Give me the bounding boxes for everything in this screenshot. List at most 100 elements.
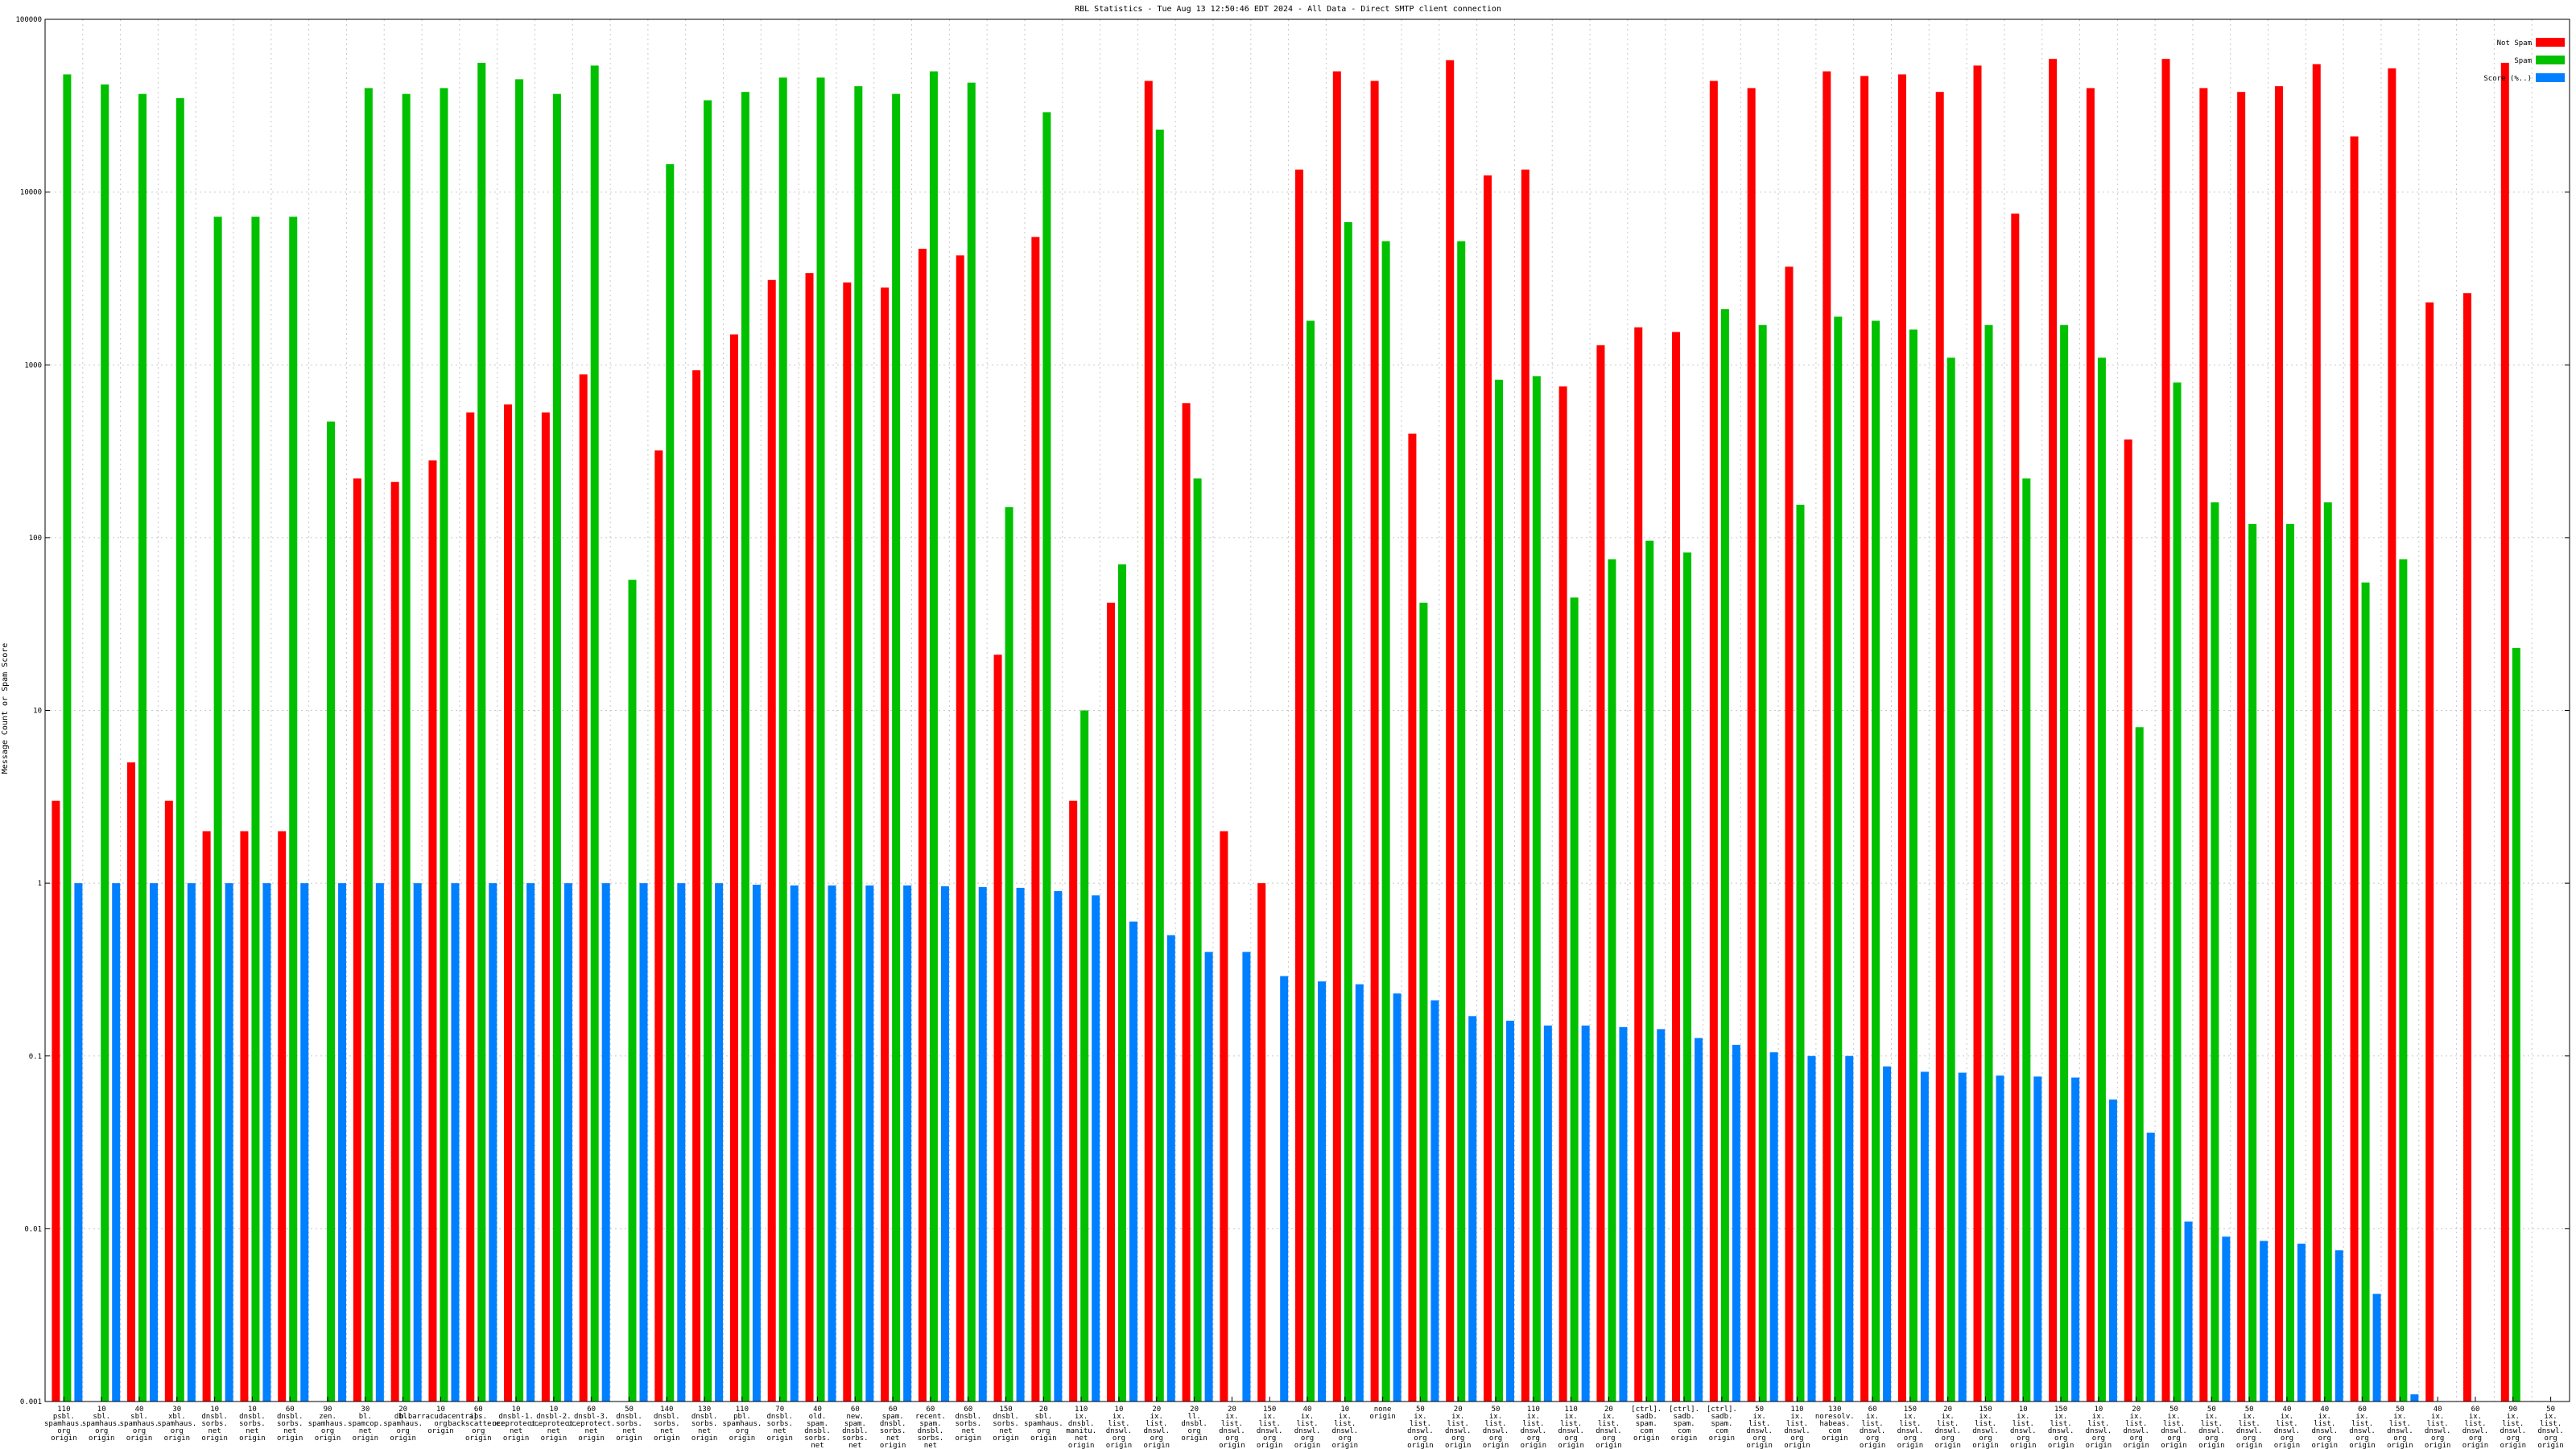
bar-not-spam: [2049, 59, 2058, 1402]
x-tick-label: 20 ix. list. dnswl. org origin: [1144, 1406, 1170, 1449]
legend-label: Not Spam: [2497, 39, 2532, 47]
bar-score: [2184, 1221, 2193, 1402]
bar-score: [2260, 1241, 2268, 1402]
bar-spam: [590, 65, 599, 1402]
bar-score: [1204, 952, 1213, 1402]
bar-score: [526, 883, 535, 1402]
bar-spam: [2022, 478, 2031, 1402]
bar-not-spam: [2350, 136, 2359, 1402]
bar-spam: [741, 92, 749, 1402]
x-tick-label: 40 ix. list. dnswl. org origin: [2274, 1406, 2301, 1449]
x-tick-label: 60 dnsbl. sorbs. net origin: [277, 1406, 303, 1443]
bar-score: [1468, 1016, 1477, 1402]
bar-spam: [704, 100, 712, 1402]
bar-not-spam: [2500, 63, 2509, 1402]
x-tick-label: [ctrl]. sadb. spam. com origin: [1631, 1406, 1662, 1443]
y-tick-label: 1: [38, 880, 42, 888]
x-tick-label: 150 ix. list. dnswl. org origin: [2048, 1406, 2074, 1449]
bar-spam: [1720, 309, 1729, 1402]
x-tick-label: 20 ll. dnsbl. org origin: [1181, 1406, 1208, 1443]
bar-score: [1883, 1066, 1892, 1402]
x-tick-label: 50 ix. list. dnswl. org origin: [2236, 1406, 2263, 1449]
x-tick-label: 110 pbl. spamhaus. org origin: [723, 1406, 762, 1443]
bar-score: [413, 883, 422, 1402]
bar-not-spam: [390, 481, 399, 1402]
bar-not-spam: [353, 478, 361, 1402]
bar-not-spam: [1634, 327, 1643, 1402]
bar-score: [790, 885, 799, 1402]
x-tick-label: 150 dnsbl. sorbs. net origin: [993, 1406, 1019, 1443]
bar-score: [74, 883, 83, 1402]
bar-score: [677, 883, 686, 1402]
x-tick-label: 110 ix. dnsbl. manitu. net origin: [1066, 1406, 1096, 1449]
bar-not-spam: [1031, 237, 1040, 1402]
bar-spam: [2097, 357, 2106, 1402]
chart-title: RBL Statistics - Tue Aug 13 12:50:46 EDT…: [1075, 5, 1501, 14]
x-tick-label: 10 ix. list. dnswl. org origin: [2010, 1406, 2037, 1449]
bar-score: [601, 883, 610, 1402]
x-tick-label: 130 noresolv. habeas. com origin: [1815, 1406, 1855, 1443]
x-tick-label: 20 dbl. spamhaus. org origin: [383, 1406, 423, 1443]
y-tick-label: 1000: [24, 361, 42, 369]
x-tick-label: 60 ips. backscatterer. org origin: [448, 1406, 509, 1443]
y-tick-label: 0.01: [24, 1225, 42, 1233]
bar-spam: [1495, 379, 1504, 1402]
x-tick-label: 140 dnsbl. sorbs. net origin: [654, 1406, 680, 1443]
x-tick-label: 20 ix. list. dnswl. org origin: [2123, 1406, 2149, 1449]
bar-not-spam: [2462, 293, 2471, 1402]
x-tick-label: 40 ix. list. dnswl. org origin: [2425, 1406, 2451, 1449]
bar-not-spam: [2312, 64, 2321, 1402]
bar-score: [2410, 1394, 2419, 1402]
bar-spam: [402, 93, 411, 1402]
bar-score: [1092, 895, 1100, 1402]
bar-score: [262, 883, 271, 1402]
x-tick-label: 70 dnsbl. sorbs. net origin: [766, 1406, 793, 1443]
bar-not-spam: [729, 334, 738, 1402]
y-tick-label: 10: [33, 708, 42, 716]
y-tick-label: 100: [29, 535, 42, 543]
bar-not-spam: [2388, 68, 2396, 1402]
bar-not-spam: [692, 370, 701, 1402]
bar-spam: [778, 77, 787, 1402]
bar-score: [1430, 1000, 1439, 1402]
bar-score: [2146, 1132, 2155, 1402]
bar-score: [752, 885, 761, 1402]
bar-not-spam: [843, 282, 852, 1402]
x-tick-label: 110 ix. list. dnswl. org origin: [1558, 1406, 1584, 1449]
bar-not-spam: [541, 412, 550, 1402]
bar-spam: [2173, 382, 2182, 1402]
bar-score: [1280, 976, 1289, 1402]
y-axis-ticks: 0.001 0.01 0.1 1 10 100 1000 10000 100000: [15, 16, 2570, 1406]
bar-not-spam: [1106, 602, 1115, 1402]
bar-not-spam: [956, 255, 964, 1402]
x-tick-label: 50 ix. list. dnswl. org origin: [1483, 1406, 1509, 1449]
bar-score: [2033, 1076, 2042, 1402]
bar-spam: [1193, 478, 1202, 1402]
bar-not-spam: [127, 762, 136, 1402]
bar-score: [1054, 890, 1063, 1402]
bar-score: [489, 883, 497, 1402]
gridlines: [44, 19, 2570, 1402]
bar-spam: [1608, 559, 1616, 1402]
bar-not-spam: [1897, 74, 1906, 1402]
bar-spam: [2323, 502, 2332, 1402]
bar-score: [639, 883, 648, 1402]
bar-not-spam: [2011, 213, 2020, 1402]
bar-spam: [1344, 221, 1352, 1402]
bar-not-spam: [504, 404, 513, 1402]
bar-spam: [1457, 241, 1466, 1402]
bar-not-spam: [1408, 433, 1417, 1402]
x-tick-label: 60 ix. list. dnswl. org origin: [1860, 1406, 1886, 1449]
bar-not-spam: [202, 831, 211, 1402]
bar-spam: [440, 88, 448, 1402]
x-tick-label: 60 dnsbl. sorbs. net origin: [955, 1406, 981, 1443]
bar-not-spam: [881, 287, 890, 1402]
x-tick-label: 10 sbl. spamhaus. org origin: [82, 1406, 122, 1443]
bar-spam: [1570, 597, 1579, 1402]
x-tick-label: 60 dnsbl-3. uceprotect. net origin: [568, 1406, 616, 1443]
legend-swatch: [2536, 38, 2565, 47]
bar-spam: [929, 71, 938, 1402]
bar-spam: [2060, 324, 2069, 1402]
x-tick-label: 10 dnsbl-1. uceprotect. net origin: [492, 1406, 540, 1443]
